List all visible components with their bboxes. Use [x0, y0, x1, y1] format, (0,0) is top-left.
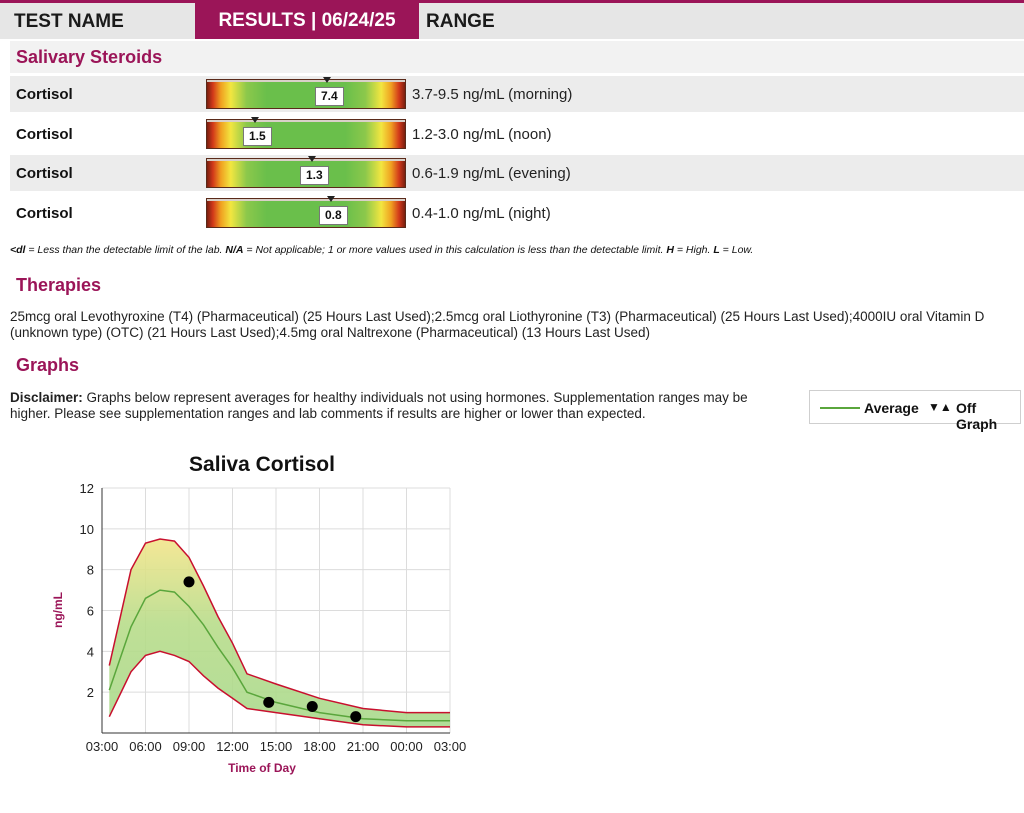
- value-marker-icon: [308, 156, 316, 162]
- x-tick-label: 18:00: [303, 739, 336, 754]
- disclaimer-text: Graphs below represent averages for heal…: [10, 390, 748, 421]
- result-value: 1.3: [300, 166, 329, 185]
- result-row: Cortisol 7.4 3.7-9.5 ng/mL (morning): [10, 76, 1024, 112]
- h-key: H: [666, 244, 674, 256]
- reference-range: 3.7-9.5 ng/mL (morning): [412, 86, 573, 103]
- value-marker-icon: [323, 77, 331, 83]
- legend-average-label: Average: [864, 400, 919, 416]
- x-tick-label: 09:00: [173, 739, 206, 754]
- top-accent-line: [0, 0, 1024, 3]
- y-axis-label: ng/mL: [51, 592, 65, 628]
- h-text: = High.: [673, 244, 714, 256]
- x-tick-label: 06:00: [129, 739, 162, 754]
- results-table-header: TEST NAME RESULTS | 06/24/25 RANGE: [0, 3, 1024, 39]
- therapies-text: 25mcg oral Levothyroxine (T4) (Pharmaceu…: [10, 309, 985, 340]
- x-tick-label: 00:00: [390, 739, 423, 754]
- reference-band: [109, 539, 451, 727]
- reference-range: 0.6-1.9 ng/mL (evening): [412, 165, 571, 182]
- range-gauge-bar: [206, 119, 406, 149]
- section-title-steroids: Salivary Steroids: [16, 47, 163, 67]
- l-key: L: [713, 244, 720, 256]
- upper-limit-line: [108, 538, 450, 714]
- result-point: [306, 700, 318, 712]
- y-tick-label: 12: [80, 481, 94, 496]
- saliva-cortisol-chart: Saliva Cortisol 03:00 06:00 09:00 12:00 15:0…: [51, 453, 467, 775]
- result-point: [263, 696, 275, 708]
- result-value: 1.5: [243, 127, 272, 146]
- result-row: Cortisol 1.5 1.2-3.0 ng/mL (noon): [10, 116, 1024, 152]
- x-axis-label: Time of Day: [228, 761, 296, 775]
- lower-limit-line: [108, 650, 450, 728]
- disclaimer-label: Disclaimer:: [10, 390, 83, 405]
- dl-text: = Less than the detectable limit of the …: [25, 244, 226, 256]
- result-value: 7.4: [315, 87, 344, 106]
- x-tick-label: 03:00: [434, 739, 467, 754]
- disclaimer: Disclaimer: Graphs below represent avera…: [10, 390, 790, 422]
- na-key: N/A: [225, 244, 244, 256]
- legend-off-graph-label: Off Graph: [956, 400, 998, 432]
- off-graph-triangle-icon: ▼▲: [928, 400, 952, 414]
- reference-range: 1.2-3.0 ng/mL (noon): [412, 126, 552, 143]
- dl-key: <dl: [10, 244, 26, 256]
- range-gauge-bar: [206, 79, 406, 109]
- x-tick-label: 12:00: [216, 739, 249, 754]
- header-test-name: TEST NAME: [14, 11, 124, 32]
- value-marker-icon: [327, 196, 335, 202]
- header-range: RANGE: [426, 11, 495, 32]
- x-tick-label: 03:00: [86, 739, 119, 754]
- y-tick-label: 4: [87, 644, 94, 659]
- y-tick-label: 6: [87, 604, 94, 619]
- x-tick-label: 15:00: [260, 739, 293, 754]
- result-point: [183, 576, 195, 588]
- result-row: Cortisol 0.8 0.4-1.0 ng/mL (night): [10, 195, 1024, 231]
- l-text: = Low.: [719, 244, 754, 256]
- result-point: [350, 711, 362, 723]
- y-tick-label: 2: [87, 685, 94, 700]
- section-title-graphs: Graphs: [16, 355, 80, 375]
- header-results-date: RESULTS | 06/24/25: [195, 3, 419, 39]
- section-title-therapies: Therapies: [16, 275, 102, 295]
- test-name: Cortisol: [16, 165, 73, 182]
- y-tick-label: 8: [87, 563, 94, 578]
- chart-title: Saliva Cortisol: [189, 453, 335, 476]
- graph-legend: Average ▼▲ Off Graph: [809, 390, 1021, 432]
- result-value: 0.8: [319, 206, 348, 225]
- average-line-swatch: [820, 407, 860, 409]
- reference-range: 0.4-1.0 ng/mL (night): [412, 205, 551, 222]
- x-tick-label: 21:00: [347, 739, 380, 754]
- average-line: [108, 589, 450, 722]
- result-row: Cortisol 1.3 0.6-1.9 ng/mL (evening): [10, 155, 1024, 191]
- y-tick-label: 10: [80, 522, 94, 537]
- value-marker-icon: [251, 117, 259, 123]
- test-name: Cortisol: [16, 205, 73, 222]
- abbreviation-legend: <dl = Less than the detectable limit of …: [10, 244, 753, 256]
- range-gauge-bar: [206, 198, 406, 228]
- na-text: = Not applicable; 1 or more values used …: [243, 244, 667, 256]
- test-name: Cortisol: [16, 86, 73, 103]
- test-name: Cortisol: [16, 126, 73, 143]
- section-bar-steroids: [10, 41, 1024, 73]
